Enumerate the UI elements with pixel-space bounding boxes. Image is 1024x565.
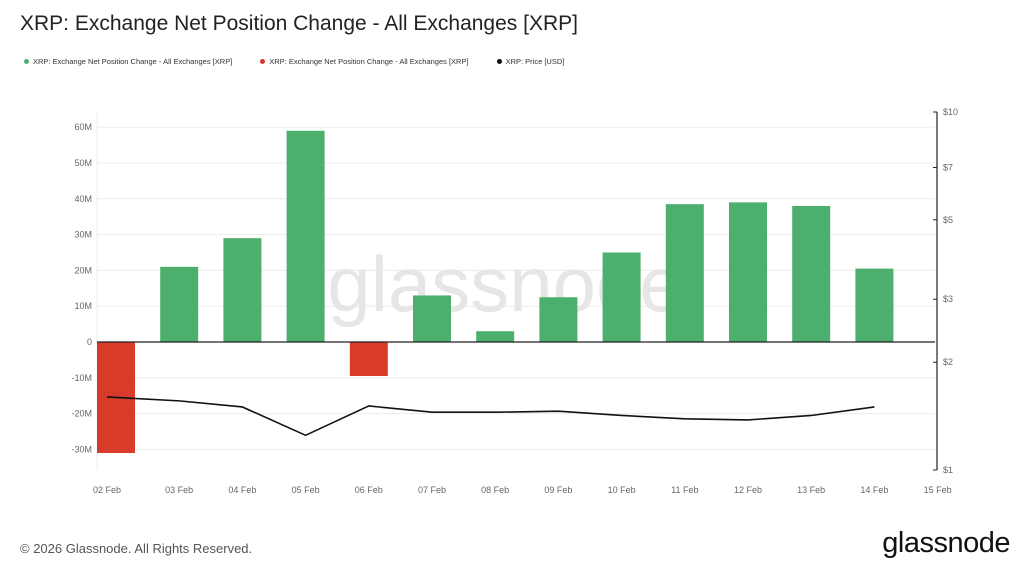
- x-tick-label: 02 Feb: [93, 485, 121, 495]
- left-tick-label: 40M: [74, 194, 92, 204]
- copyright: © 2026 Glassnode. All Rights Reserved.: [20, 541, 252, 556]
- chart-area[interactable]: glassnode 60M50M40M30M20M10M0-10M-20M-30…: [0, 0, 1024, 500]
- brand-logo[interactable]: glassnode: [882, 527, 1010, 560]
- bar[interactable]: [223, 238, 261, 342]
- bar[interactable]: [287, 131, 325, 342]
- left-tick-label: 10M: [74, 301, 92, 311]
- x-tick-label: 09 Feb: [544, 485, 572, 495]
- left-tick-label: 20M: [74, 265, 92, 275]
- right-tick-label: $3: [943, 294, 953, 304]
- right-axis: $10 $7 $5 $3 $2 $1: [933, 107, 958, 475]
- bar[interactable]: [792, 206, 830, 342]
- x-tick-label: 13 Feb: [797, 485, 825, 495]
- left-axis: 60M 50M 40M 30M 20M 10M 0 -10M -20M -30M: [71, 122, 92, 454]
- left-tick-label: -10M: [71, 373, 92, 383]
- left-tick-label: 50M: [74, 158, 92, 168]
- x-tick-label: 15 Feb: [924, 485, 952, 495]
- left-tick-label: -30M: [71, 444, 92, 454]
- bar[interactable]: [160, 267, 198, 342]
- x-tick-label: 04 Feb: [228, 485, 256, 495]
- right-tick-label: $1: [943, 465, 953, 475]
- x-tick-label: 12 Feb: [734, 485, 762, 495]
- x-axis: 02 Feb 03 Feb 04 Feb 05 Feb 06 Feb 07 Feb 08 F…: [93, 485, 952, 495]
- x-tick-label: 03 Feb: [165, 485, 193, 495]
- bar[interactable]: [350, 342, 388, 376]
- x-tick-label: 14 Feb: [860, 485, 888, 495]
- right-tick-label: $2: [943, 357, 953, 367]
- bar[interactable]: [666, 204, 704, 342]
- price-series: [107, 397, 874, 435]
- left-tick-label: 0: [87, 337, 92, 347]
- bar[interactable]: [603, 253, 641, 343]
- x-tick-label: 10 Feb: [608, 485, 636, 495]
- left-tick-label: -20M: [71, 409, 92, 419]
- x-tick-label: 11 Feb: [671, 485, 698, 495]
- right-tick-label: $7: [943, 162, 953, 172]
- left-tick-label: 30M: [74, 230, 92, 240]
- right-tick-label: $10: [943, 107, 958, 117]
- x-tick-label: 05 Feb: [292, 485, 320, 495]
- bar[interactable]: [413, 295, 451, 342]
- x-tick-label: 07 Feb: [418, 485, 446, 495]
- right-tick-label: $5: [943, 215, 953, 225]
- bar[interactable]: [729, 202, 767, 342]
- x-tick-label: 08 Feb: [481, 485, 509, 495]
- bar[interactable]: [855, 269, 893, 342]
- price-line[interactable]: [107, 397, 874, 435]
- x-tick-label: 06 Feb: [355, 485, 383, 495]
- bar[interactable]: [539, 297, 577, 342]
- bar[interactable]: [476, 331, 514, 342]
- left-tick-label: 60M: [74, 122, 92, 132]
